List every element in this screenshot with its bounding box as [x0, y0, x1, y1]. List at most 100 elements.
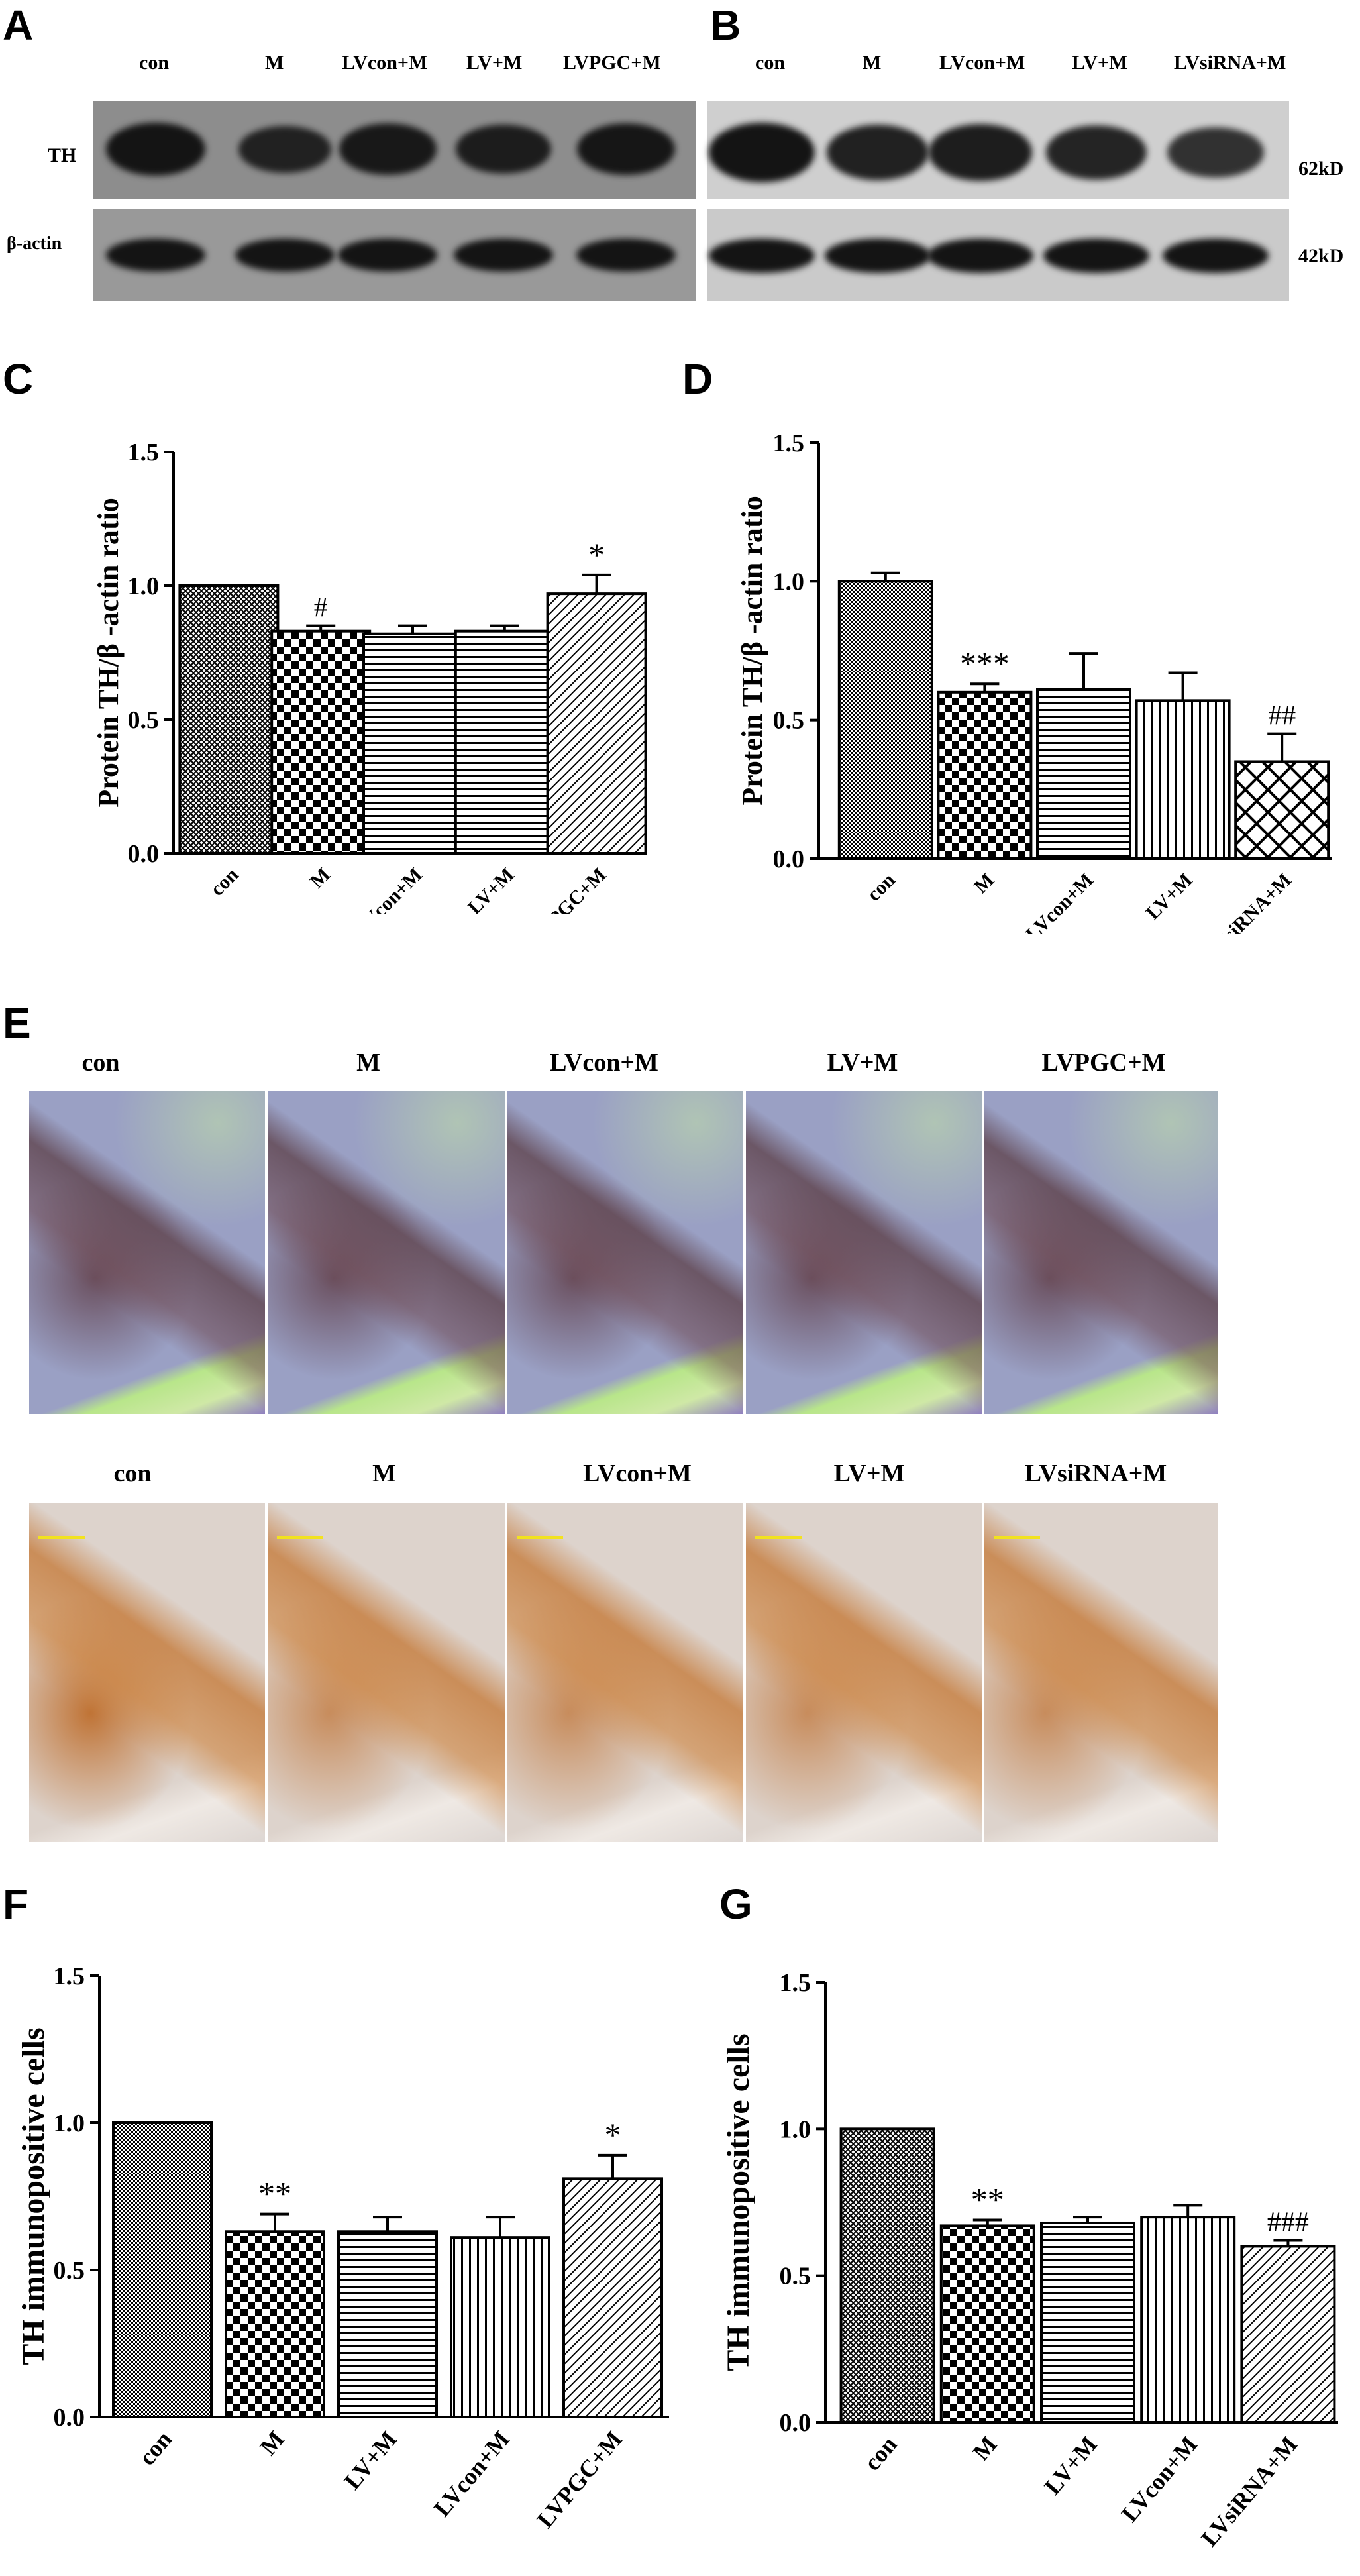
significance-marker: * [588, 536, 605, 573]
micro-row2-label-con: con [113, 1460, 152, 1487]
blot-b-lane-lvsirna: LVsiRNA+M [1174, 52, 1286, 74]
scale-bar [277, 1536, 323, 1539]
bar-2 [939, 2224, 1035, 2424]
blot-a-actin-band-4 [454, 239, 553, 272]
y-axis-label: TH immunopositive cells [721, 2033, 756, 2371]
blot-a-th-band-2 [238, 125, 332, 173]
chart-f: 0.00.51.01.5TH immunopositive cellscon**… [16, 1962, 669, 2533]
blot-a-actin-band-5 [576, 239, 676, 272]
x-category-label: LV+M [1039, 2431, 1102, 2499]
scale-bar [994, 1536, 1040, 1539]
micrograph-nissl-3 [507, 1091, 743, 1414]
x-category-label: LVcon+M [1021, 869, 1098, 934]
bar-4 [1140, 2216, 1236, 2424]
x-category-label: LVcon+M [350, 864, 427, 914]
x-category-label: con [859, 2431, 902, 2475]
y-tick-label: 1.5 [54, 1962, 85, 1990]
blot-b-th-band-2 [827, 125, 929, 180]
micrograph-th-4 [746, 1503, 982, 1842]
bar-5 [1234, 760, 1330, 861]
panel-label-g: G [719, 1880, 753, 1928]
x-category-label: con [206, 863, 242, 900]
x-category-label: M [970, 869, 998, 898]
micro-row1-label-m: M [356, 1049, 380, 1077]
y-axis-label: Protein TH/β -actin ratio [92, 498, 125, 808]
bar-1 [112, 2121, 213, 2418]
micrograph-th-2 [268, 1503, 505, 1842]
x-category-label: LVPGC+M [526, 864, 611, 914]
micro-row1-label-lv: LV+M [827, 1049, 898, 1077]
significance-marker: ** [971, 2181, 1004, 2218]
significance-marker: ## [1268, 701, 1296, 731]
blot-b-lane-m: M [863, 52, 882, 74]
bar-5 [546, 592, 647, 855]
blot-a-th-band-4 [455, 124, 552, 174]
y-tick-label: 0.5 [54, 2257, 85, 2284]
micro-row2-label-lv: LV+M [833, 1460, 905, 1487]
blot-b-lane-lvcon: LVcon+M [939, 52, 1025, 74]
blot-a-row-actin: β-actin [7, 233, 62, 254]
x-category-label: LVsiRNA+M [1196, 2431, 1302, 2551]
bar-4 [454, 629, 555, 855]
x-category-label: LV+M [1142, 869, 1197, 924]
micrograph-th-3 [507, 1503, 743, 1842]
bar-5 [1240, 2245, 1336, 2424]
micro-row2-label-lvsirna: LVsiRNA+M [1024, 1460, 1167, 1487]
x-category-label: M [967, 2431, 1002, 2465]
y-tick-label: 1.0 [780, 2116, 811, 2143]
x-category-label: LVcon+M [1116, 2431, 1202, 2527]
blot-b-th-band-1 [709, 123, 815, 182]
significance-marker: ** [258, 2175, 291, 2212]
bar-4 [450, 2236, 550, 2418]
panel-label-c: C [3, 355, 34, 403]
panel-label-b: B [710, 1, 741, 49]
blot-b-actin-band-1 [709, 239, 815, 273]
y-tick-label: 0.5 [128, 706, 160, 734]
bar-1 [178, 584, 280, 855]
bar-2 [937, 690, 1033, 860]
bar-2 [270, 629, 372, 855]
y-tick-label: 1.0 [128, 572, 160, 600]
y-axis-label: Protein TH/β -actin ratio [736, 496, 768, 806]
x-category-label: LV+M [339, 2426, 402, 2494]
panel-label-f: F [3, 1880, 29, 1928]
x-category-label: M [306, 864, 335, 892]
significance-marker: # [314, 593, 328, 623]
y-tick-label: 0.0 [128, 840, 160, 868]
significance-marker: *** [960, 645, 1010, 682]
y-tick-label: 0.5 [780, 2263, 811, 2290]
blot-b-lane-con: con [755, 52, 785, 74]
scale-bar [517, 1536, 563, 1539]
blot-a-actin-band-2 [235, 239, 335, 272]
blot-b-lane-lv: LV+M [1072, 52, 1128, 74]
chart-d: 0.0 0.5 1.0 1.5 Protein TH/β -actin ratio con… [736, 429, 1332, 934]
y-tick-label: 0.0 [773, 845, 805, 873]
significance-marker: * [605, 2116, 621, 2153]
bar-3 [337, 2230, 438, 2418]
y-tick-label: 1.0 [54, 2110, 85, 2137]
bar-3 [1036, 688, 1131, 861]
y-tick-label: 1.0 [773, 568, 805, 596]
blot-a-lane-lvpgc: LVPGC+M [563, 52, 661, 74]
micro-row1-label-lvcon: LVcon+M [550, 1049, 658, 1077]
x-category-label: LVsiRNA+M [1201, 869, 1296, 934]
panel-label-e: E [3, 999, 31, 1047]
x-category-label: con [134, 2426, 177, 2470]
x-category-label: con [863, 869, 900, 905]
blot-b-actin-band-5 [1163, 239, 1269, 273]
micro-row2-label-lvcon: LVcon+M [583, 1460, 692, 1487]
bar-3 [1040, 2221, 1135, 2424]
blot-b-th-band-4 [1046, 125, 1147, 180]
x-category-label: M [255, 2426, 289, 2460]
blot-a-th-band-5 [576, 123, 676, 176]
bar-5 [562, 2177, 663, 2418]
significance-marker: ### [1267, 2208, 1309, 2238]
blot-b-th-band-3 [929, 124, 1032, 181]
micro-row2-label-m: M [372, 1460, 396, 1487]
panel-label-a: A [3, 1, 34, 49]
y-tick-label: 1.5 [780, 1969, 811, 1997]
x-category-label: LV+M [464, 864, 519, 914]
y-tick-label: 0.5 [773, 707, 805, 735]
micrograph-th-5 [984, 1503, 1218, 1842]
